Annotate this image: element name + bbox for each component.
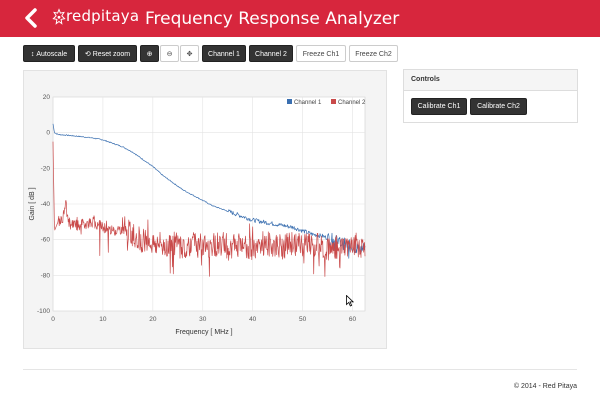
mouse-cursor-icon: [346, 295, 354, 307]
back-arrow-icon[interactable]: [22, 6, 42, 30]
y-tick-label: -20: [41, 165, 51, 172]
move-icon: ✥: [186, 51, 193, 58]
move-button[interactable]: ✥: [180, 45, 199, 62]
calibrate-ch1-button[interactable]: Calibrate Ch1: [411, 98, 467, 115]
freeze-ch1-label: Freeze Ch1: [302, 51, 340, 58]
freeze-ch2-label: Freeze Ch2: [355, 51, 392, 58]
channel1-label: Channel 1: [208, 51, 240, 58]
zoom-in-icon: ⊕: [146, 51, 153, 58]
legend-swatch: [287, 99, 292, 104]
updown-arrows-icon: ↕: [30, 51, 35, 58]
y-tick-label: -80: [41, 272, 51, 279]
x-tick-label: 0: [51, 316, 55, 323]
x-axis-label: Frequency [ MHz ]: [175, 329, 232, 336]
x-tick-label: 20: [149, 316, 157, 323]
zoom-out-button[interactable]: ⊖: [160, 45, 179, 62]
y-axis-label: Gain [ dB ]: [29, 187, 36, 220]
freeze-ch1-button[interactable]: Freeze Ch1: [296, 45, 346, 62]
reset-zoom-button[interactable]: ⟲ Reset zoom: [78, 45, 137, 62]
y-tick-label: -40: [41, 201, 51, 208]
y-tick-label: 0: [46, 130, 50, 137]
footer-copyright: © 2014 - Red Pitaya: [513, 383, 577, 390]
x-tick-label: 30: [199, 316, 207, 323]
red-pitaya-logo: [52, 8, 66, 25]
x-tick-label: 50: [299, 316, 307, 323]
zoom-in-button[interactable]: ⊕: [140, 45, 159, 62]
legend-entry: Channel 2: [338, 100, 366, 106]
controls-panel: Controls Calibrate Ch1 Calibrate Ch2: [403, 69, 578, 123]
channel2-label: Channel 2: [255, 51, 287, 58]
legend-swatch: [331, 99, 336, 104]
calibrate-ch2-button[interactable]: Calibrate Ch2: [470, 98, 527, 115]
x-tick-label: 40: [249, 316, 257, 323]
series-line-1: [52, 123, 366, 259]
series-line-2: [52, 141, 366, 277]
x-tick-label: 60: [349, 316, 357, 323]
channel2-button[interactable]: Channel 2: [249, 45, 293, 62]
plot-panel: 0 10 20 30 40 50 60 20 0 -20 -40 -60 -80 -100 Frequenc…: [23, 70, 387, 349]
autoscale-button[interactable]: ↕ Autoscale: [23, 45, 75, 62]
reset-zoom-label: Reset zoom: [92, 51, 131, 58]
y-tick-label: 20: [43, 94, 51, 101]
legend-entry: Channel 1: [294, 100, 322, 106]
freeze-ch2-button[interactable]: Freeze Ch2: [349, 45, 398, 62]
frequency-response-chart[interactable]: 0 10 20 30 40 50 60 20 0 -20 -40 -60 -80 -100 Frequenc…: [24, 71, 386, 348]
logo-text: redpitaya: [66, 7, 140, 25]
channel1-button[interactable]: Channel 1: [202, 45, 246, 62]
controls-title: Controls: [404, 70, 577, 91]
y-tick-label: -60: [41, 237, 51, 244]
y-tick-label: -100: [37, 308, 50, 315]
autoscale-label: Autoscale: [36, 51, 68, 58]
zoom-out-icon: ⊖: [166, 51, 173, 58]
refresh-icon: ⟲: [84, 51, 91, 58]
page-title: Frequency Response Analyzer: [145, 9, 400, 29]
footer-divider: [23, 369, 577, 370]
app-header: redpitaya Frequency Response Analyzer: [0, 0, 600, 37]
x-tick-label: 10: [99, 316, 107, 323]
